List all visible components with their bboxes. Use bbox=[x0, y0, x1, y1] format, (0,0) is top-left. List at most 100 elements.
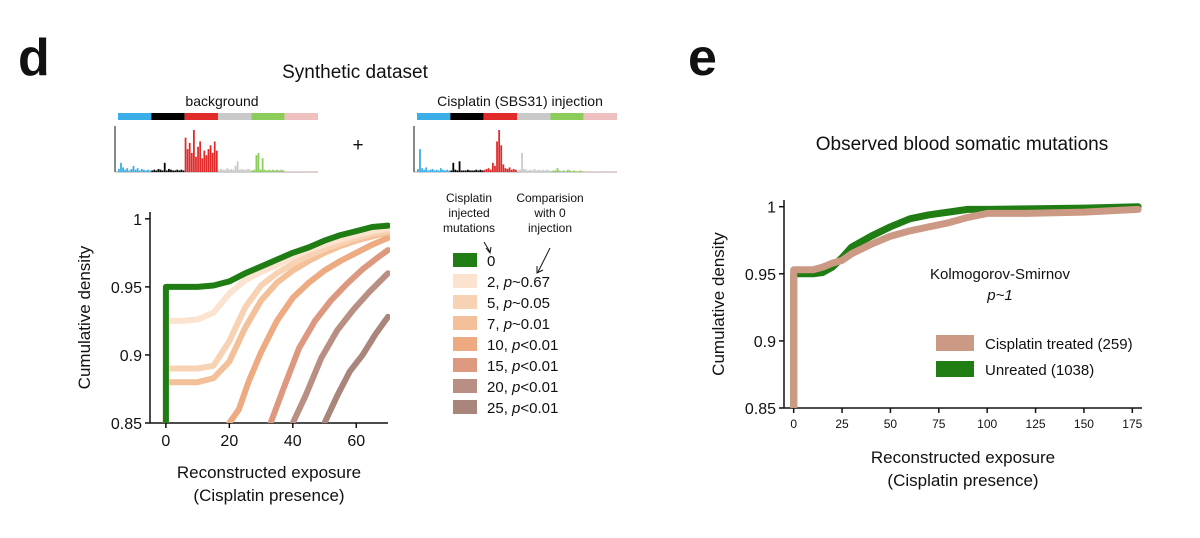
signature-background-plot bbox=[114, 113, 318, 173]
signature-bar bbox=[218, 169, 220, 172]
signature-bar bbox=[602, 171, 605, 172]
signature-bar bbox=[510, 169, 513, 172]
y-axis-label: Cumulative density bbox=[75, 245, 94, 389]
series-line-e bbox=[790, 205, 1142, 408]
signature-bar bbox=[519, 169, 521, 172]
signature-bar bbox=[560, 171, 563, 172]
signature-bar bbox=[126, 168, 129, 172]
panel-letter-e: e bbox=[688, 29, 717, 87]
signature-category-band bbox=[284, 113, 318, 120]
signature-bar bbox=[118, 168, 120, 172]
signature-bar bbox=[537, 169, 540, 172]
signature-bar bbox=[517, 170, 519, 172]
signature-bar bbox=[504, 168, 507, 172]
signature-bar bbox=[589, 171, 592, 172]
signature-bar bbox=[174, 170, 177, 172]
signature-category-band bbox=[417, 113, 451, 120]
signature-bar bbox=[220, 168, 222, 172]
signature-bar bbox=[514, 169, 517, 172]
panel-e-title: Observed blood somatic mutations bbox=[816, 134, 1109, 155]
x-tick-label: 50 bbox=[884, 417, 898, 431]
signature-bar bbox=[604, 171, 607, 172]
legend-arrowhead-2 bbox=[536, 266, 544, 274]
signature-bar bbox=[473, 170, 476, 172]
series-line-d bbox=[162, 222, 390, 423]
panel-d-plot: 0.85 0.9 0.95 1 0 20 40 60 Reconstructed exposur… bbox=[75, 212, 390, 505]
signature-bar bbox=[226, 168, 229, 172]
signature-bar bbox=[305, 171, 308, 172]
x-tick-label: 100 bbox=[977, 417, 997, 431]
signature-bar bbox=[525, 169, 528, 172]
signature-bar bbox=[496, 141, 498, 172]
signature-bar bbox=[240, 168, 243, 172]
signature-bar bbox=[612, 171, 615, 172]
signature-bar bbox=[492, 162, 494, 172]
signature-bar bbox=[251, 170, 254, 172]
signature-bar bbox=[120, 162, 122, 172]
signature-bar bbox=[199, 141, 202, 172]
signature-bar bbox=[575, 171, 578, 172]
signature-bar bbox=[464, 170, 467, 172]
signature-bar bbox=[151, 170, 154, 172]
signature-bar bbox=[122, 167, 124, 172]
signature-bar bbox=[297, 171, 299, 172]
x-tick-label: 150 bbox=[1074, 417, 1094, 431]
signature-bar bbox=[485, 168, 488, 172]
signature-bar bbox=[577, 171, 580, 172]
signature-category-band bbox=[151, 113, 185, 120]
legend-header-comparison: Comparision with 0 injection bbox=[516, 191, 583, 235]
signature-bar bbox=[184, 137, 187, 172]
signature-category-band bbox=[583, 113, 617, 120]
signature-bar bbox=[467, 169, 469, 172]
signature-category-band bbox=[184, 113, 218, 120]
signature-bar bbox=[462, 170, 465, 172]
signature-right-label: Cisplatin (SBS31) injection bbox=[437, 93, 603, 109]
signature-bar bbox=[284, 171, 287, 172]
signature-bar bbox=[506, 168, 509, 172]
signature-bar bbox=[311, 171, 314, 172]
panel-letter-d: d bbox=[18, 29, 50, 87]
signature-bar bbox=[170, 169, 172, 172]
signature-bar bbox=[203, 150, 206, 172]
signature-bar bbox=[583, 171, 586, 172]
signature-bar bbox=[448, 170, 451, 172]
y-tick-label: 1 bbox=[133, 212, 142, 229]
signature-bar bbox=[552, 170, 555, 172]
signature-bar bbox=[276, 169, 279, 172]
signature-bar bbox=[421, 168, 423, 172]
x-tick-label: 40 bbox=[284, 433, 302, 450]
legend-entry: 20, p<0.01 bbox=[487, 379, 558, 396]
legend-swatch bbox=[936, 361, 974, 377]
signature-bar bbox=[136, 168, 139, 172]
signature-bar bbox=[469, 170, 471, 172]
signature-bar bbox=[460, 170, 463, 172]
signature-bar bbox=[523, 168, 526, 172]
signature-bar bbox=[145, 170, 147, 172]
signature-bar bbox=[153, 169, 156, 172]
signature-bar bbox=[188, 142, 191, 172]
signature-bar bbox=[178, 170, 181, 172]
signature-bar bbox=[546, 169, 548, 172]
signature-bar bbox=[165, 170, 168, 172]
signature-category-band bbox=[483, 113, 517, 120]
signature-bar bbox=[253, 169, 256, 172]
legend-entry: 10, p<0.01 bbox=[487, 337, 558, 354]
signature-bar bbox=[435, 169, 438, 172]
signature-bar bbox=[500, 145, 503, 172]
signature-bar bbox=[539, 170, 542, 172]
signature-bar bbox=[567, 169, 569, 172]
series-line-d bbox=[289, 270, 390, 423]
signature-bar bbox=[138, 170, 141, 172]
signature-bar bbox=[161, 170, 164, 172]
x-tick-label: 25 bbox=[835, 417, 849, 431]
signature-bar bbox=[433, 170, 436, 172]
x-tick-label: 75 bbox=[932, 417, 946, 431]
signature-bar bbox=[286, 171, 289, 172]
signature-bar bbox=[585, 171, 588, 172]
signature-bar bbox=[610, 171, 613, 172]
signature-bar bbox=[176, 169, 179, 172]
signature-bar bbox=[155, 170, 158, 172]
signature-bar bbox=[224, 169, 227, 172]
signature-bar bbox=[255, 155, 258, 172]
legend-arrow-2 bbox=[537, 247, 551, 273]
